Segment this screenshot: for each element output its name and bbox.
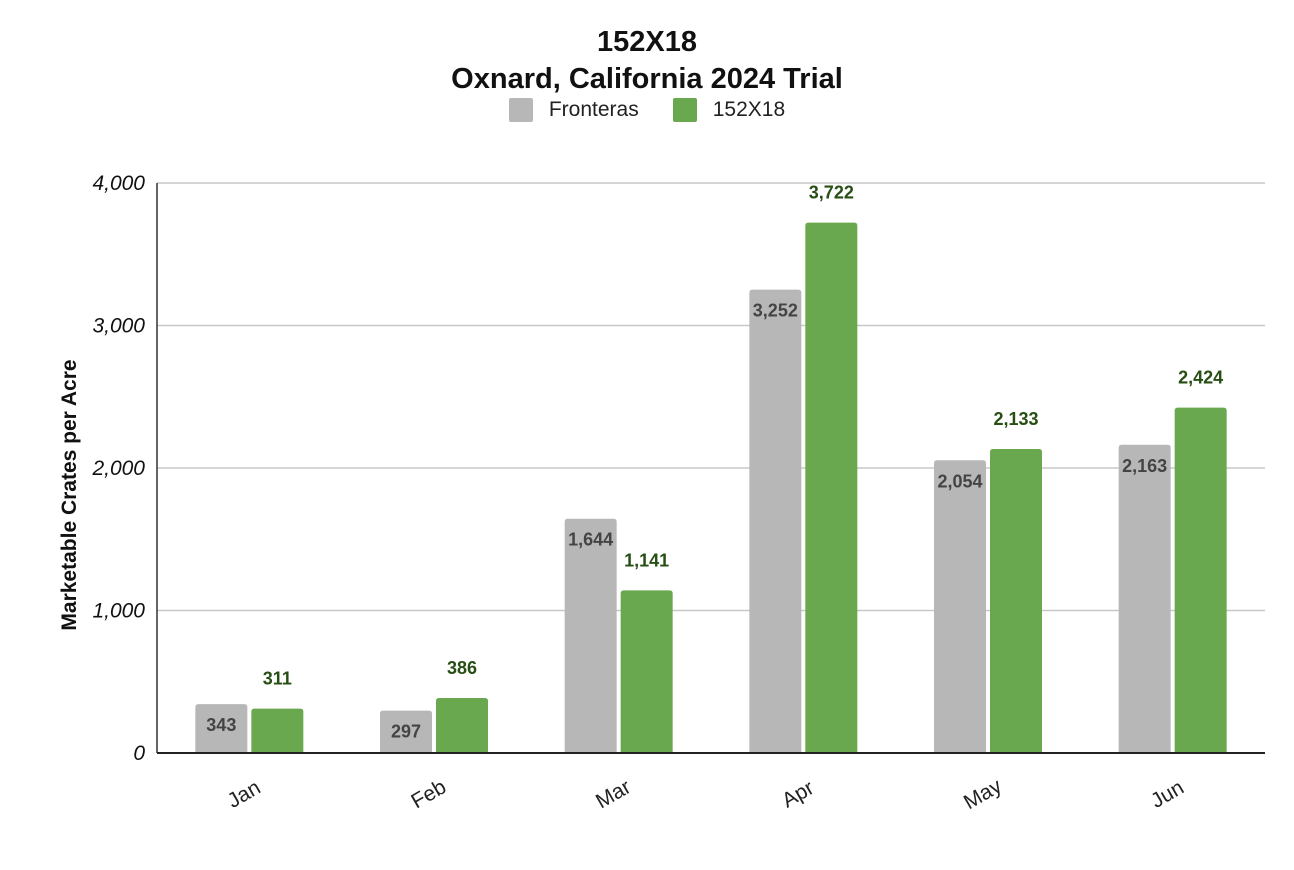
data-label-152x18-may: 2,133 — [993, 409, 1038, 429]
bar-fronteras-jan — [195, 704, 248, 753]
legend-swatch-152x18 — [672, 98, 697, 122]
bar-fronteras-may — [934, 460, 986, 753]
data-label-152x18-jun: 2,424 — [1178, 368, 1223, 388]
bar-152x18-jan — [251, 708, 304, 753]
legend-item-152x18: 152X18 — [672, 98, 786, 122]
legend-label-fronteras: Fronteras — [548, 98, 639, 121]
bars: 343 311 297 386 1,644 1,141 3,252 3,722 2,054 2,1… — [195, 183, 1227, 754]
legend-swatch-fronteras — [508, 98, 533, 122]
x-tick-label-jan: Jan — [224, 776, 265, 813]
bar-fronteras-apr — [749, 289, 802, 753]
data-label-152x18-mar: 1,141 — [624, 550, 669, 570]
data-label-fronteras-mar: 1,644 — [568, 530, 613, 550]
x-tick-label-mar: Mar — [592, 775, 635, 813]
y-tick-label: 3,000 — [92, 315, 145, 338]
data-label-fronteras-jun: 2,163 — [1122, 456, 1167, 476]
legend-item-fronteras: Fronteras — [508, 98, 639, 122]
y-tick-label: 1,000 — [92, 600, 145, 623]
y-axis-label: Marketable Crates per Acre — [58, 359, 81, 630]
data-label-fronteras-apr: 3,252 — [753, 301, 798, 321]
data-label-152x18-apr: 3,722 — [809, 183, 854, 203]
legend: Fronteras 152X18 — [0, 98, 1294, 122]
bar-152x18-mar — [620, 590, 673, 753]
bar-fronteras-feb — [380, 710, 432, 753]
chart-subtitle: Oxnard, California 2024 Trial — [451, 63, 843, 95]
data-label-152x18-jan: 311 — [263, 669, 292, 689]
x-tick-label-feb: Feb — [407, 775, 450, 813]
x-tick-label-may: May — [960, 774, 1006, 814]
data-label-fronteras-may: 2,054 — [937, 471, 982, 491]
y-tick-label: 0 — [133, 742, 145, 765]
x-tick-label-jun: Jun — [1147, 776, 1188, 813]
bar-fronteras-jun — [1118, 444, 1171, 753]
x-tick-label-apr: Apr — [778, 776, 818, 812]
bar-152x18-feb — [436, 697, 488, 753]
legend-label-152x18: 152X18 — [712, 98, 786, 121]
bar-152x18-apr — [805, 222, 858, 754]
data-label-fronteras-jan: 343 — [206, 715, 236, 735]
gridlines — [157, 182, 1265, 612]
data-label-fronteras-feb: 297 — [391, 722, 421, 742]
y-tick-label: 4,000 — [92, 172, 145, 195]
bar-152x18-jun — [1174, 407, 1227, 753]
data-label-152x18-feb: 386 — [447, 658, 477, 678]
bar-fronteras-mar — [564, 518, 617, 753]
bar-152x18-may — [990, 449, 1042, 753]
chart-title: 152X18 — [597, 26, 697, 58]
y-tick-label: 2,000 — [91, 457, 145, 480]
